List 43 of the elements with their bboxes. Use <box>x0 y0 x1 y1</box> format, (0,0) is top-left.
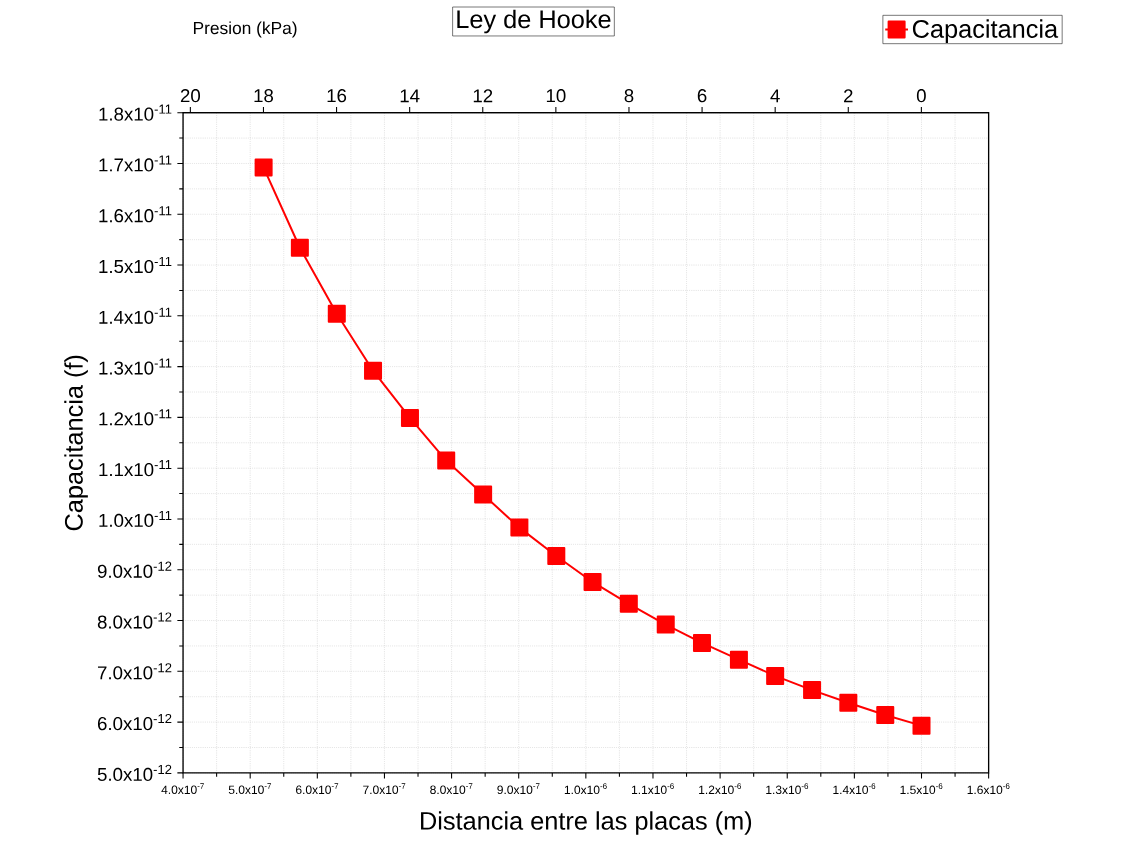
y-tick-label: 1.1x10$^{-11}$ <box>99 460 172 477</box>
x-tick-label: 5.0x10$^{-7}$ <box>228 783 272 795</box>
y-tick-label: 8.0x10$^{-12}$ <box>97 612 172 629</box>
y-tick-label: 7.0x10$^{-12}$ <box>97 663 172 680</box>
y-tick-label: 1.3x10$^{-11}$ <box>99 358 172 375</box>
y-tick-label: 1.4x10$^{-11}$ <box>99 307 172 324</box>
x-tick-label: 6.0x10$^{-7}$ <box>296 783 339 795</box>
x-tick-label: 7.0x10$^{-7}$ <box>363 783 406 795</box>
chart-title: Ley de Hooke <box>457 9 611 34</box>
x-tick-label: 8.0x10$^{-7}$ <box>430 783 473 795</box>
x2-tick-label: 6 <box>697 89 707 103</box>
y-tick-label: 1.8x10$^{-11}$ <box>99 104 172 121</box>
y-tick-label: 1.2x10$^{-11}$ <box>99 409 172 426</box>
x2-tick-label: 18 <box>254 89 274 103</box>
x-tick-label: 1.1x10$^{-6}$ <box>631 783 674 795</box>
x-tick-label: 1.5x10$^{-6}$ <box>900 783 943 795</box>
x-axis-title: Distancia entre las placas (m) <box>421 811 752 835</box>
y-tick-label: 1.6x10$^{-11}$ <box>99 206 172 223</box>
x2-tick-label: 0 <box>916 89 926 103</box>
x-tick-label: 9.0x10$^{-7}$ <box>497 783 540 795</box>
x2-tick-label: 10 <box>546 89 566 103</box>
x2-tick-label: 16 <box>327 89 347 103</box>
y-tick-label: 6.0x10$^{-12}$ <box>97 714 172 731</box>
x-tick-label: 1.2x10$^{-6}$ <box>699 783 741 795</box>
x2-tick-label: 8 <box>624 89 634 103</box>
x2-tick-label: 2 <box>844 89 853 103</box>
y-tick-label: 1.7x10$^{-11}$ <box>99 155 172 172</box>
x-tick-label: 1.6x10$^{-6}$ <box>967 783 1010 795</box>
x-tick-label: 4.0x10$^{-7}$ <box>161 783 204 795</box>
x-tick-label: 1.0x10$^{-6}$ <box>564 783 607 795</box>
x2-tick-label: 12 <box>473 89 493 103</box>
x-tick-label: 1.3x10$^{-6}$ <box>766 783 809 795</box>
x2-axis-title: Presion (kPa) <box>193 21 297 38</box>
legend-label: Capacitancia <box>912 19 1059 43</box>
y-tick-label: 1.0x10$^{-11}$ <box>99 510 172 528</box>
x-tick-label: 1.4x10$^{-6}$ <box>833 783 876 795</box>
y-tick-label: 5.0x10$^{-12}$ <box>97 764 172 782</box>
y-tick-label: 1.5x10$^{-11}$ <box>99 257 172 274</box>
y-axis-title: Capacitancia (f) <box>64 355 88 531</box>
x2-tick-label: 20 <box>180 89 201 103</box>
y-tick-label: 9.0x10$^{-12}$ <box>97 561 172 578</box>
x2-tick-label: 4 <box>770 89 780 103</box>
x2-tick-label: 14 <box>400 89 420 103</box>
